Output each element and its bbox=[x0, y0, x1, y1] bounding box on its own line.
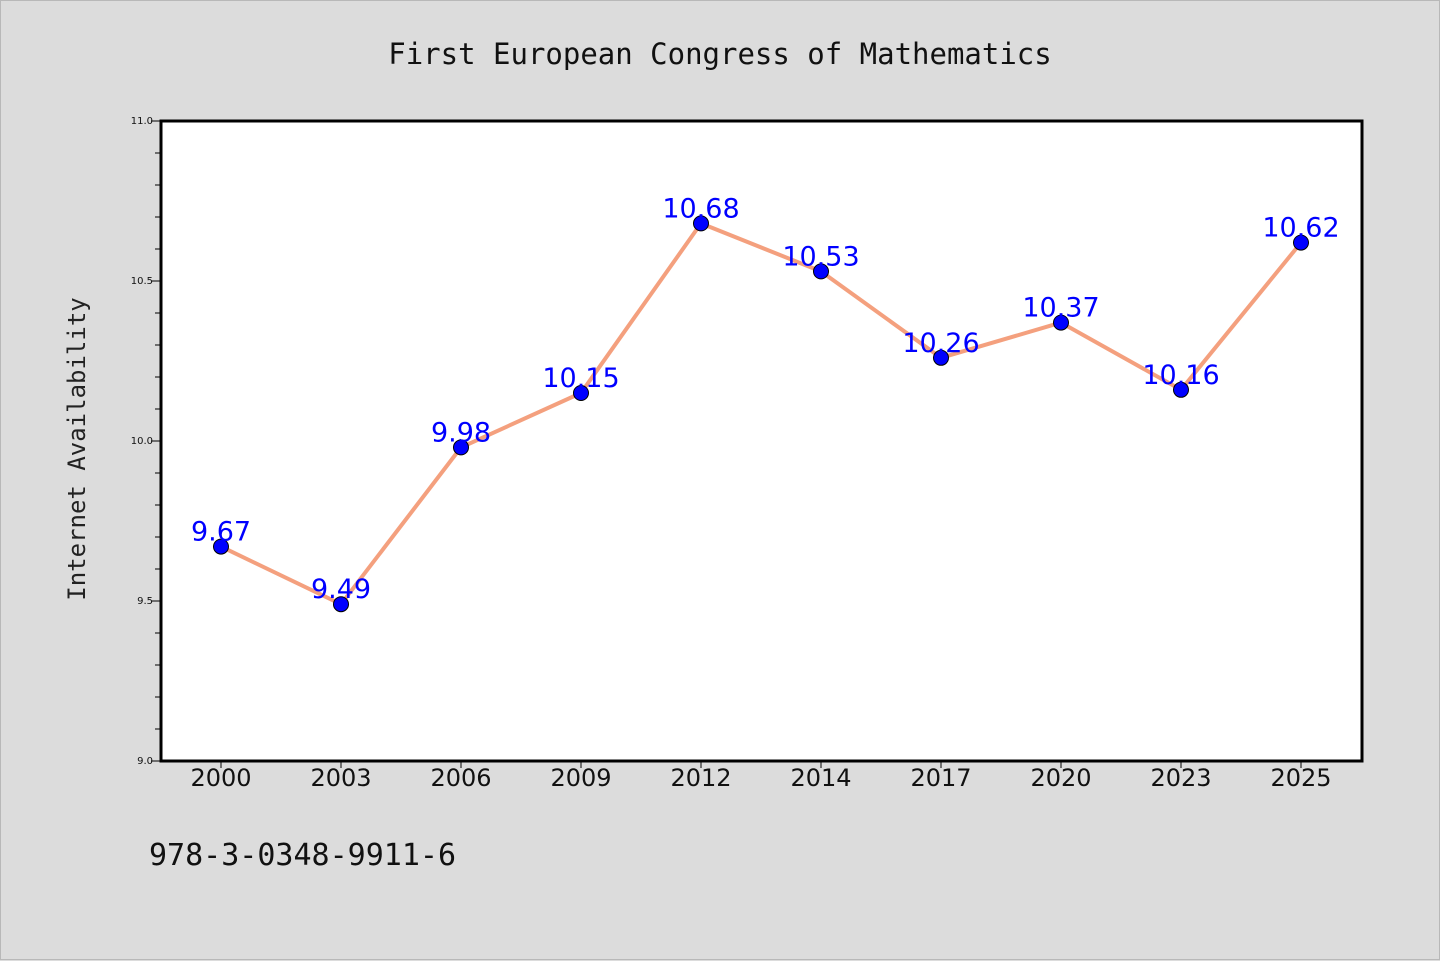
data-label: 10.16 bbox=[1142, 360, 1219, 391]
data-label: 10.53 bbox=[782, 241, 859, 272]
data-point bbox=[933, 349, 949, 366]
y-tick-label: 9.0 bbox=[137, 756, 153, 767]
data-label: 9.67 bbox=[191, 517, 251, 548]
plot-area bbox=[161, 121, 1362, 761]
data-label: 10.15 bbox=[542, 363, 619, 394]
x-tick-label: 2014 bbox=[790, 764, 851, 792]
data-point bbox=[1293, 234, 1309, 251]
x-tick-label: 2023 bbox=[1150, 764, 1211, 792]
plot-border bbox=[159, 119, 1364, 763]
data-point bbox=[1173, 381, 1189, 398]
data-point bbox=[453, 439, 469, 456]
x-tick-label: 2009 bbox=[550, 764, 611, 792]
x-tick-label: 2012 bbox=[670, 764, 731, 792]
footer-code: 978-3-0348-9911-6 bbox=[149, 838, 456, 873]
y-tick-label: 11.0 bbox=[131, 116, 153, 127]
axis-ticks: 9.0 9.5 10.0 10.5 11.0 2000 2003 2006 2009 2012 20… bbox=[131, 116, 1332, 792]
x-tick-label: 2006 bbox=[430, 764, 491, 792]
data-label: 9.49 bbox=[311, 574, 371, 605]
x-tick-label: 2003 bbox=[310, 764, 371, 792]
data-point bbox=[693, 215, 709, 232]
data-label: 10.37 bbox=[1022, 293, 1099, 324]
data-point bbox=[1053, 314, 1069, 331]
chart-title: First European Congress of Mathematics bbox=[388, 37, 1051, 71]
x-tick-label: 2000 bbox=[190, 764, 251, 792]
y-tick-label: 9.5 bbox=[137, 596, 153, 607]
x-tick-label: 2017 bbox=[910, 764, 971, 792]
x-tick-label: 2025 bbox=[1270, 764, 1331, 792]
data-point bbox=[813, 263, 829, 280]
x-tick-label: 2020 bbox=[1030, 764, 1091, 792]
y-axis-label: Internet Availability bbox=[63, 297, 91, 600]
data-label: 10.62 bbox=[1262, 213, 1339, 244]
series-line bbox=[219, 221, 1303, 607]
data-label: 10.26 bbox=[902, 328, 979, 359]
data-point bbox=[573, 385, 589, 401]
y-tick-label: 10.5 bbox=[131, 276, 153, 287]
data-point bbox=[333, 596, 349, 613]
data-label: 10.68 bbox=[662, 193, 739, 224]
data-point bbox=[213, 538, 229, 555]
y-tick-label: 10.0 bbox=[131, 436, 153, 447]
series-layer: 9.67 9.49 9.98 10.15 10.68 10.53 10.26 10.37 10.… bbox=[191, 193, 1340, 613]
data-label: 9.98 bbox=[431, 417, 491, 448]
